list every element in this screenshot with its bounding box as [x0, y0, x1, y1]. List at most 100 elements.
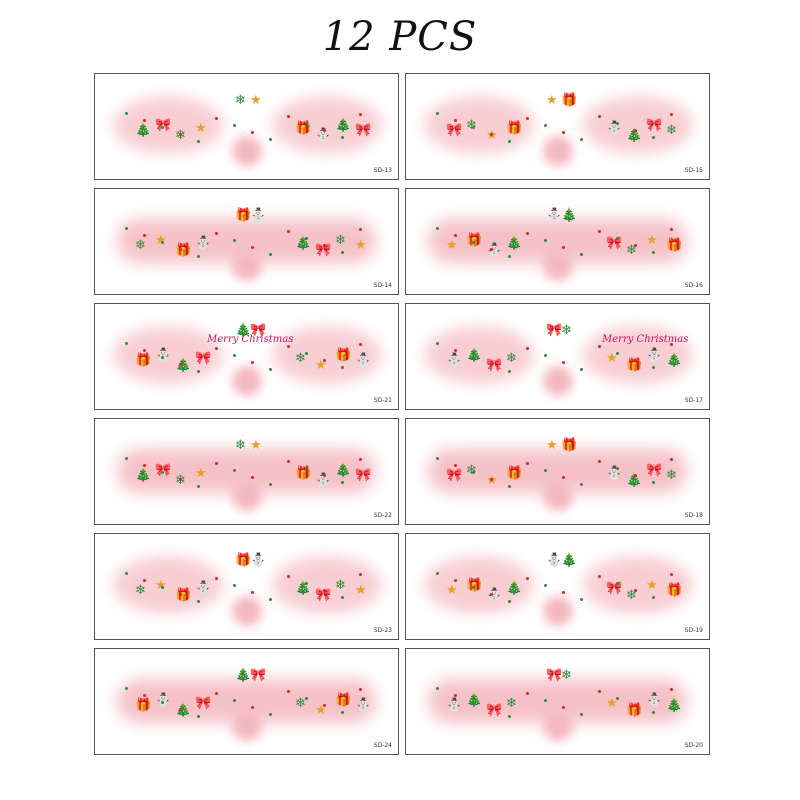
sparkle-dot [472, 126, 475, 129]
christmas-decoration-icon: 🎀 [446, 123, 463, 138]
christmas-decoration-icon: 🎀 [546, 668, 563, 683]
sparkle-dot [125, 112, 128, 115]
christmas-decoration-icon: ★ [155, 234, 167, 247]
christmas-decoration-icon: 🎀 [486, 703, 503, 718]
nose-blush [543, 251, 573, 281]
nose-blush [543, 366, 573, 396]
sparkle-dot [125, 342, 128, 345]
sparkle-dot [490, 593, 493, 596]
sparkle-dot [652, 596, 655, 599]
sparkle-dot [341, 481, 344, 484]
sparkle-dot [233, 699, 236, 702]
christmas-decoration-icon: 🎁 [506, 121, 523, 136]
christmas-decoration-icon: ❄ [235, 438, 246, 453]
blush-patch [424, 326, 534, 384]
sparkle-dot [454, 349, 457, 352]
sparkle-dot [472, 586, 475, 589]
sparkle-dot [215, 232, 218, 235]
christmas-decoration-icon: ❄ [666, 123, 677, 138]
christmas-decoration-icon: ⛄ [546, 553, 563, 568]
sparkle-dot [634, 474, 637, 477]
sparkle-dot [544, 354, 547, 357]
sparkle-dot [634, 359, 637, 362]
sparkle-dot [544, 239, 547, 242]
sparkle-dot [562, 246, 565, 249]
sparkle-dot [670, 573, 673, 576]
christmas-decoration-icon: 🎁 [561, 438, 578, 453]
sticker-code: SD-15 [684, 167, 703, 174]
christmas-decoration-icon: 🎄 [506, 236, 523, 251]
sticker-code: SD-24 [373, 742, 392, 749]
sparkle-dot [197, 715, 200, 718]
christmas-decoration-icon: 🎁 [666, 583, 683, 598]
christmas-decoration-icon: 🎀 [355, 123, 372, 138]
sparkle-dot [436, 687, 439, 690]
sparkle-dot [670, 113, 673, 116]
sparkle-dot [341, 251, 344, 254]
christmas-decoration-icon: ❄ [235, 93, 246, 108]
christmas-decoration-icon: 🎄 [666, 353, 683, 368]
christmas-decoration-icon: 🎁 [626, 358, 643, 373]
nose-blush [232, 711, 262, 741]
christmas-decoration-icon: 🎀 [250, 323, 267, 338]
sparkle-dot [125, 572, 128, 575]
sparkle-dot [652, 366, 655, 369]
sparkle-dot [179, 708, 182, 711]
blush-patch [424, 556, 534, 614]
christmas-decoration-icon: ⛄ [155, 349, 171, 362]
sticker-code: SD-19 [684, 627, 703, 634]
sparkle-dot [436, 572, 439, 575]
christmas-decoration-icon: 🎀 [446, 468, 463, 483]
christmas-decoration-icon: 🎀 [646, 463, 663, 478]
sparkle-dot [179, 593, 182, 596]
sticker-card: 🎄🎀❄★🎁⛄🎄🎀❄★SD-22 [94, 418, 399, 525]
christmas-decoration-icon: 🎁 [561, 93, 578, 108]
christmas-decoration-icon: ⛄ [446, 698, 463, 713]
christmas-decoration-icon: ❄ [466, 119, 477, 132]
sparkle-dot [436, 112, 439, 115]
sticker-code: SD-16 [684, 282, 703, 289]
christmas-decoration-icon: 🎀 [155, 464, 171, 477]
sparkle-dot [508, 715, 511, 718]
christmas-decoration-icon: ★ [646, 233, 658, 248]
sparkle-dot [544, 584, 547, 587]
christmas-decoration-icon: 🎄 [466, 694, 482, 707]
sparkle-dot [161, 356, 164, 359]
sparkle-dot [454, 694, 457, 697]
sparkle-dot [143, 349, 146, 352]
sparkle-dot [634, 589, 637, 592]
blush-patch [583, 326, 693, 384]
christmas-decoration-icon: ❄ [506, 696, 517, 711]
nose-blush [232, 366, 262, 396]
sticker-code: SD-22 [373, 512, 392, 519]
sparkle-dot [197, 140, 200, 143]
christmas-decoration-icon: 🎄 [175, 703, 192, 718]
sparkle-dot [580, 713, 583, 716]
sparkle-dot [562, 706, 565, 709]
christmas-decoration-icon: 🎀 [155, 119, 171, 132]
christmas-decoration-icon: 🎀 [546, 323, 563, 338]
christmas-decoration-icon: ⛄ [646, 693, 663, 708]
sparkle-dot [215, 462, 218, 465]
christmas-decoration-icon: 🎄 [295, 236, 312, 251]
christmas-decoration-icon: 🎄 [335, 118, 352, 133]
christmas-decoration-icon: 🎄 [235, 668, 252, 683]
sticker-code: SD-21 [373, 397, 392, 404]
christmas-decoration-icon: ★ [315, 358, 327, 373]
sparkle-dot [197, 485, 200, 488]
sparkle-dot [562, 361, 565, 364]
christmas-decoration-icon: ⛄ [606, 121, 623, 136]
christmas-decoration-icon: 🎄 [561, 208, 578, 223]
sparkle-dot [233, 584, 236, 587]
sparkle-dot [269, 483, 272, 486]
sparkle-dot [508, 600, 511, 603]
sparkle-dot [634, 244, 637, 247]
christmas-decoration-icon: ★ [355, 583, 367, 598]
christmas-decoration-icon: 🎁 [506, 466, 523, 481]
sparkle-dot [670, 688, 673, 691]
sparkle-dot [269, 253, 272, 256]
sparkle-dot [652, 136, 655, 139]
sparkle-dot [454, 579, 457, 582]
sparkle-dot [143, 464, 146, 467]
